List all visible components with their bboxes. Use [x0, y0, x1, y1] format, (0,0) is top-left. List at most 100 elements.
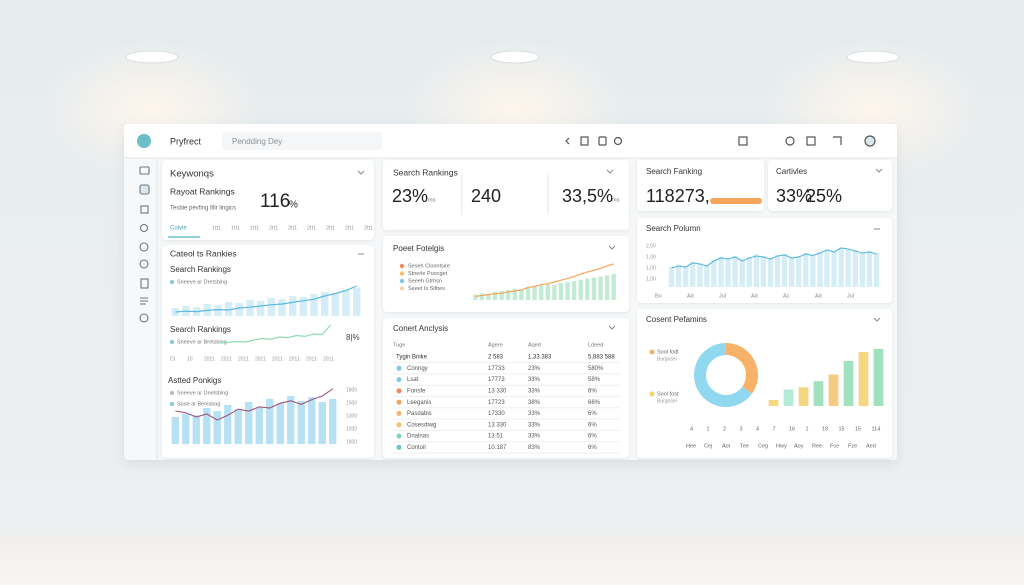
- chart-title: Search Rankings: [170, 265, 231, 274]
- legend-sub: Burgosei: [657, 398, 677, 404]
- bar: [278, 299, 286, 316]
- cell: Dnalnas: [407, 434, 429, 440]
- legend-dot: [649, 349, 655, 355]
- big-number: 25%: [806, 186, 842, 206]
- legend-label: Seeeh Gtrhsn: [408, 278, 442, 284]
- bar: [873, 253, 880, 287]
- cell: 17723: [488, 400, 505, 406]
- cell: 38%: [528, 400, 541, 406]
- bar: [288, 296, 297, 316]
- row-dot: [396, 399, 402, 405]
- legend-dot: [399, 271, 405, 276]
- cell: Fonsfe: [407, 388, 426, 394]
- axis-label: 1tt1: [212, 225, 221, 231]
- cell: 17773: [488, 377, 505, 383]
- bar: [789, 257, 795, 287]
- cell: 17733: [488, 366, 505, 372]
- bar: [297, 400, 305, 444]
- axis-label: 1: [806, 426, 809, 432]
- search-box[interactable]: [222, 132, 382, 150]
- cell: Conngy: [407, 366, 428, 372]
- floor: [0, 535, 1024, 585]
- stat-note: ms: [612, 197, 620, 203]
- axis-label: 1,00: [646, 276, 656, 282]
- chevron: [875, 168, 883, 173]
- bar: [558, 282, 564, 300]
- column-header: Tuge: [393, 342, 405, 348]
- stat-value: 240: [471, 186, 501, 206]
- axis-label: 1800: [346, 387, 357, 393]
- cell: 10.187: [488, 445, 507, 451]
- card-title: Poeet Fotelgis: [393, 244, 444, 253]
- row-dot: [396, 422, 402, 428]
- bar: [499, 291, 504, 300]
- big-number: 116: [260, 191, 290, 212]
- ceiling-light: [125, 50, 179, 64]
- axis-label: 1,00: [646, 265, 656, 271]
- bar: [331, 292, 340, 316]
- bar: [873, 349, 884, 406]
- bar: [831, 251, 837, 287]
- line: [671, 247, 877, 269]
- toolbar-icons[interactable]: [565, 135, 876, 147]
- bar: [718, 257, 724, 287]
- cell: Leeganis: [407, 400, 431, 406]
- bar: [320, 292, 329, 316]
- axis-label: 2tt1: [364, 225, 373, 231]
- card-dividers: [168, 175, 549, 238]
- bar: [690, 262, 696, 287]
- bar: [308, 397, 316, 444]
- chart-title: Search Rankings: [170, 325, 231, 334]
- column-header: Aqed: [528, 342, 541, 348]
- axis-label: 15: [839, 426, 845, 432]
- cell: 33%: [528, 434, 541, 440]
- axis-label: Ac: [783, 293, 790, 299]
- axis-label: Fze: [848, 443, 857, 449]
- axis-label: 2tt1: [326, 225, 335, 231]
- bar: [287, 396, 295, 444]
- logo: [137, 134, 151, 148]
- bar: [352, 288, 361, 316]
- legend-dot: [170, 280, 174, 284]
- bar: [255, 406, 263, 444]
- row-dot: [396, 444, 402, 450]
- bar: [858, 352, 869, 406]
- bar: [668, 267, 675, 287]
- bar: [525, 287, 531, 300]
- column-header: Agere: [488, 342, 503, 348]
- axis-label: Hee: [686, 443, 696, 449]
- bar: [479, 293, 485, 300]
- bar: [545, 284, 550, 300]
- cell: Pasdabis: [407, 411, 432, 417]
- legend-dot: [399, 263, 405, 269]
- axis-label: 114: [872, 426, 881, 432]
- cell: 580%: [588, 366, 604, 372]
- bar: [697, 263, 703, 287]
- axis-label: 2011: [255, 356, 266, 362]
- bar: [810, 254, 816, 287]
- row-dot: [396, 411, 402, 416]
- bar: [774, 255, 781, 287]
- bar: [852, 250, 858, 287]
- axis-label: 1: [707, 426, 710, 432]
- legend-label: Sneeve ar Bretsbing: [177, 339, 227, 345]
- bar: [611, 273, 616, 300]
- legend-label: Sneeve ar Dretsbing: [177, 279, 227, 285]
- bar: [817, 252, 823, 287]
- chevron: [357, 170, 365, 175]
- bar: [732, 256, 738, 287]
- tab: Coivie: [170, 226, 187, 232]
- sidebar-icons[interactable]: [139, 166, 150, 323]
- bar: [803, 253, 809, 287]
- axis-label: 2tt1: [345, 225, 354, 231]
- stat-note: ms: [428, 197, 436, 203]
- legend-label: Stnerle Puocget: [408, 271, 448, 277]
- subtitle: Rayoat Rankings: [170, 186, 235, 196]
- bar: [506, 290, 511, 300]
- cell: 17330: [488, 411, 505, 417]
- cell: 66%: [588, 400, 601, 406]
- bar: [310, 294, 318, 316]
- bar: [267, 298, 276, 316]
- legend-dot: [649, 391, 655, 397]
- bar: [746, 257, 752, 287]
